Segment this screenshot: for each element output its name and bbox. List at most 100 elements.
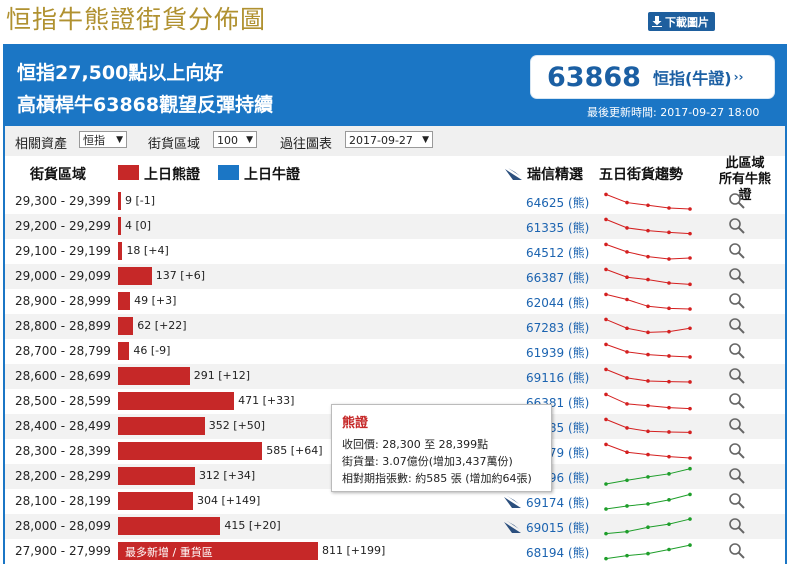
all-warrants-header: 此區域 所有牛熊證	[716, 156, 774, 204]
bear-legend-label: 上日熊證	[144, 167, 200, 183]
spark-point	[688, 380, 692, 384]
bear-bar[interactable]	[118, 342, 130, 360]
spark-point	[667, 379, 671, 384]
row-range: 28,000 - 28,099	[15, 519, 111, 533]
spark-point	[688, 231, 692, 236]
bar-value-label: 46 [-9]	[133, 344, 171, 357]
search-icon[interactable]	[728, 217, 746, 239]
spark-point	[625, 478, 629, 483]
past-chart-select[interactable]: 2017-09-27 ▼	[345, 131, 433, 148]
tooltip-title: 熊證	[342, 416, 369, 431]
spark-point	[688, 456, 692, 460]
spark-point	[667, 522, 671, 526]
bar-value-label: 137 [+6]	[155, 269, 206, 282]
bear-bar[interactable]	[118, 367, 190, 385]
spark-point	[604, 267, 608, 272]
trend-sparkline	[600, 389, 700, 418]
bear-bar[interactable]	[118, 417, 205, 435]
warrant-code-link[interactable]: 64625 (熊)	[526, 196, 590, 210]
warrant-code-link[interactable]: 61939 (熊)	[526, 346, 590, 360]
bull-legend-swatch	[218, 165, 239, 180]
spark-point	[625, 297, 629, 302]
search-icon[interactable]	[728, 467, 746, 489]
search-icon[interactable]	[728, 392, 746, 414]
spark-point	[646, 475, 650, 479]
search-icon[interactable]	[728, 242, 746, 264]
search-icon[interactable]	[728, 192, 746, 214]
featured-warrant-link[interactable]: 63868 恒指(牛證) ››	[531, 56, 774, 98]
spark-point	[667, 430, 671, 434]
spark-point	[688, 355, 692, 359]
bear-bar[interactable]	[118, 192, 121, 210]
row-range: 28,100 - 28,199	[15, 494, 111, 508]
download-image-button[interactable]: 下載圖片	[648, 12, 715, 31]
range-select[interactable]: 100 ▼	[213, 131, 257, 148]
search-icon[interactable]	[728, 517, 746, 539]
spark-point	[604, 556, 608, 561]
bear-bar[interactable]	[118, 392, 235, 410]
warrant-code-link[interactable]: 69116 (熊)	[526, 371, 590, 385]
spark-point	[625, 275, 629, 280]
spark-point	[625, 450, 629, 455]
asset-label: 相關資產	[15, 137, 68, 152]
search-icon[interactable]	[728, 367, 746, 389]
table-row: 28,300 - 28,399 585 [+64] 68279 (熊)	[5, 439, 785, 464]
warrant-code-link[interactable]: 68194 (熊)	[526, 546, 590, 560]
bear-bar[interactable]	[118, 267, 152, 285]
warrant-code-link[interactable]: 67283 (熊)	[526, 321, 590, 335]
warrant-code-link[interactable]: 62044 (熊)	[526, 296, 590, 310]
spark-point	[646, 429, 650, 434]
search-icon[interactable]	[728, 442, 746, 464]
spark-point	[646, 277, 650, 282]
bear-bar[interactable]	[118, 492, 193, 510]
bear-bar[interactable]	[118, 242, 123, 260]
bar-value-label: 62 [+22]	[137, 319, 187, 332]
bar-value-label: 9 [-1]	[125, 194, 156, 207]
credit-suisse-sail-icon	[503, 494, 522, 513]
search-icon[interactable]	[728, 342, 746, 364]
warrant-code-link[interactable]: 64512 (熊)	[526, 246, 590, 260]
bear-bar[interactable]	[118, 217, 121, 235]
row-range: 28,300 - 28,399	[15, 444, 111, 458]
spark-point	[604, 482, 608, 486]
row-range: 29,000 - 29,099	[15, 269, 111, 283]
search-icon[interactable]	[728, 417, 746, 439]
spark-point	[604, 367, 608, 372]
bear-bar[interactable]	[118, 442, 263, 460]
search-icon[interactable]	[728, 267, 746, 289]
row-range: 28,700 - 28,799	[15, 344, 111, 358]
warrant-code-link[interactable]: 61335 (熊)	[526, 221, 590, 235]
spark-point	[646, 228, 650, 233]
headline-line-1: 恒指27,500點以上向好	[17, 62, 224, 84]
search-icon[interactable]	[728, 317, 746, 339]
bear-bar[interactable]	[118, 317, 134, 335]
spark-point	[667, 230, 671, 235]
search-icon[interactable]	[728, 492, 746, 514]
bear-bar[interactable]	[118, 517, 221, 535]
spark-point	[604, 242, 608, 247]
row-range: 28,500 - 28,599	[15, 394, 111, 408]
bear-bar[interactable]	[118, 292, 131, 310]
spark-point	[625, 376, 629, 380]
table-row: 28,900 - 28,999 49 [+3] 62044 (熊)	[5, 289, 785, 314]
warrant-code-link[interactable]: 69015 (熊)	[526, 521, 590, 535]
past-chart-label: 過往圖表	[280, 137, 333, 152]
spark-point	[604, 442, 608, 447]
bar-value-label: 49 [+3]	[134, 294, 177, 307]
bar-value-label: 811 [+199]	[322, 544, 386, 557]
warrant-code-link[interactable]: 69174 (熊)	[526, 496, 590, 510]
bar-value-label: 312 [+34]	[198, 469, 256, 482]
spark-point	[688, 466, 692, 471]
dropdown-arrow-icon: ▼	[116, 135, 123, 145]
warrant-code-link[interactable]: 66387 (熊)	[526, 271, 590, 285]
search-icon[interactable]	[728, 542, 746, 564]
bear-bar[interactable]	[118, 467, 195, 485]
asset-select[interactable]: 恒指 ▼	[79, 131, 127, 148]
search-icon[interactable]	[728, 292, 746, 314]
spark-point	[646, 352, 650, 357]
page-title: 恒指牛熊證街貨分佈圖	[6, 5, 267, 34]
table-row: 28,600 - 28,699 291 [+12] 69116 (熊)	[5, 364, 785, 389]
spark-point	[646, 525, 650, 530]
table-row: 29,200 - 29,299 4 [0] 61335 (熊)	[5, 214, 785, 239]
bear-bar[interactable]	[118, 542, 318, 560]
